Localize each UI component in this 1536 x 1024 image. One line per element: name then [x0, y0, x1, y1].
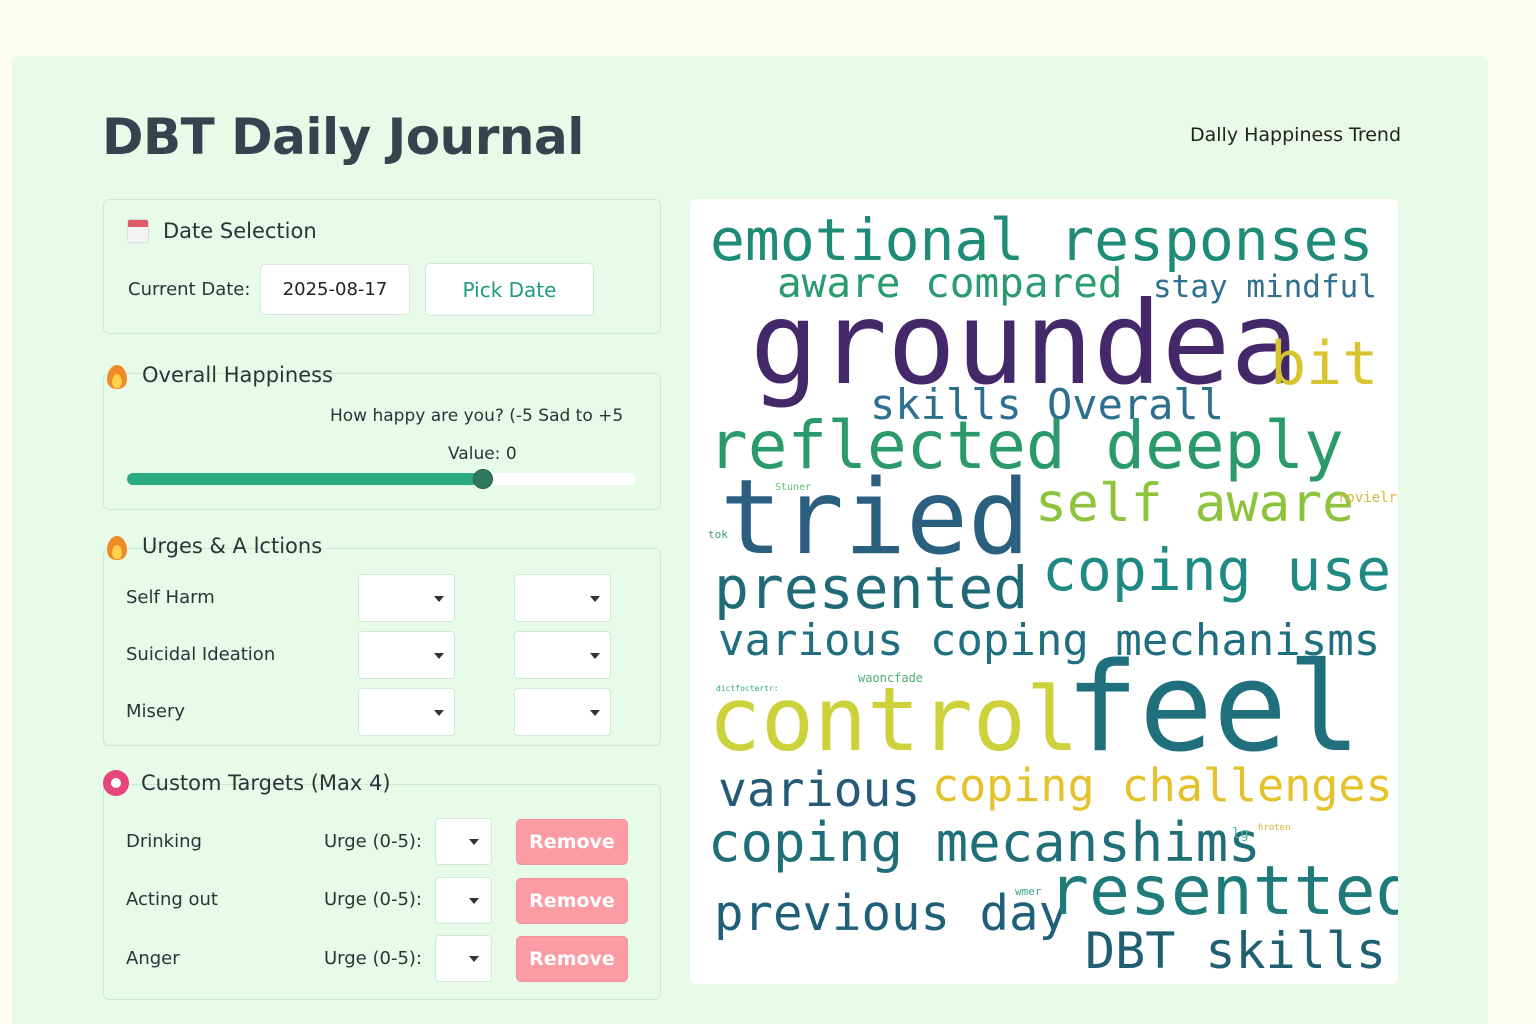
urge-scale-label: Urge (0-5): [324, 948, 422, 969]
word-cloud-word: aware compared [777, 259, 1123, 307]
date-selection-label: Date Selection [163, 219, 317, 243]
custom-target-name: Anger [126, 948, 180, 969]
happiness-header: Overall Happiness [104, 362, 333, 389]
urge-row-label: Suicidal Ideation [126, 644, 276, 665]
remove-acting-out-button[interactable]: Remove [516, 878, 628, 924]
happiness-slider-thumb[interactable] [473, 469, 494, 489]
word-cloud-word: coping use [1042, 536, 1392, 604]
happiness-slider[interactable] [127, 469, 636, 489]
word-cloud-word: rovielr [1338, 490, 1398, 506]
word-cloud-word: self aware [1035, 473, 1355, 534]
target-icon [103, 770, 129, 796]
remove-drinking-button[interactable]: Remove [516, 819, 628, 865]
word-cloud-word: reflected deeply [708, 407, 1344, 484]
word-cloud-word: coping mecanshims [708, 811, 1261, 874]
custom-targets-label: Custom Targets (Max 4) [141, 771, 391, 795]
flame-icon [104, 362, 130, 389]
happiness-panel [103, 373, 661, 510]
word-cloud-word: waoncfade [858, 671, 924, 685]
word-cloud-word: presented [714, 554, 1029, 622]
date-selection-header: Date Selection [125, 218, 317, 244]
custom-target-name: Drinking [126, 831, 202, 852]
word-cloud-word: bit [1270, 329, 1379, 399]
urges-header: Urges & A lctions [104, 533, 323, 560]
word-cloud-word: wmer [1015, 885, 1042, 898]
flame-icon [104, 533, 130, 560]
word-cloud-word: DBT skills [1085, 922, 1387, 980]
urge-row-label: Self Harm [126, 587, 215, 608]
word-cloud-word: tok [708, 528, 728, 541]
custom-target-name: Acting out [126, 889, 218, 910]
word-cloud-word: dictfoctertr: [716, 684, 779, 693]
remove-anger-button[interactable]: Remove [516, 936, 628, 982]
misery-urge-select[interactable] [358, 688, 455, 736]
word-cloud-word: groundea [750, 277, 1300, 410]
word-cloud-word: various coping mechanisms [718, 615, 1381, 666]
word-cloud-word: skills Overall [870, 380, 1225, 429]
word-cloud-word: hroten [1258, 823, 1291, 833]
custom-targets-header: Custom Targets (Max 4) [103, 770, 391, 796]
current-date-label: Current Date: [128, 279, 251, 300]
happiness-trend-title: Dally Happiness Trend [1190, 124, 1402, 146]
urge-scale-label: Urge (0-5): [324, 831, 422, 852]
word-cloud-word: Stuner [775, 482, 812, 493]
word-cloud-word: stay mindful [1153, 269, 1377, 305]
happiness-value: Value: 0 [448, 444, 517, 464]
word-cloud-word: tried [720, 458, 1031, 578]
word-cloud-word: resentted [1048, 852, 1398, 931]
word-cloud-word: emotional responses [710, 206, 1374, 274]
urge-row-label: Misery [126, 701, 186, 722]
urge-scale-label: Urge (0-5): [324, 889, 422, 910]
self-harm-urge-select[interactable] [358, 574, 455, 622]
happiness-label: Overall Happiness [142, 363, 333, 387]
current-date-field[interactable]: 2025-08-17 [260, 264, 410, 315]
misery-action-select[interactable] [514, 688, 611, 736]
anger-urge-select[interactable] [435, 935, 492, 982]
calendar-icon [125, 218, 151, 244]
happiness-slider-fill [127, 473, 484, 485]
word-cloud-word: coping challenges [932, 759, 1393, 812]
acting-out-urge-select[interactable] [435, 877, 492, 924]
word-cloud-word: lg [1232, 826, 1249, 842]
word-cloud-word: previous day [714, 885, 1069, 942]
page-title: DBT Daily Journal [102, 108, 584, 166]
drinking-urge-select[interactable] [435, 818, 492, 865]
word-cloud-word: control [708, 668, 1079, 771]
pick-date-button[interactable]: Pick Date [425, 263, 594, 316]
word-cloud-word: feel [1065, 637, 1362, 780]
self-harm-action-select[interactable] [514, 574, 611, 622]
suicidal-ideation-action-select[interactable] [514, 631, 611, 679]
urges-label: Urges & A lctions [142, 534, 323, 558]
word-cloud-word: various [718, 762, 921, 818]
word-cloud: emotional responses aware compared stay … [690, 199, 1398, 984]
suicidal-ideation-urge-select[interactable] [358, 631, 455, 679]
happiness-prompt: How happy are you? (-5 Sad to +5 [330, 406, 624, 426]
